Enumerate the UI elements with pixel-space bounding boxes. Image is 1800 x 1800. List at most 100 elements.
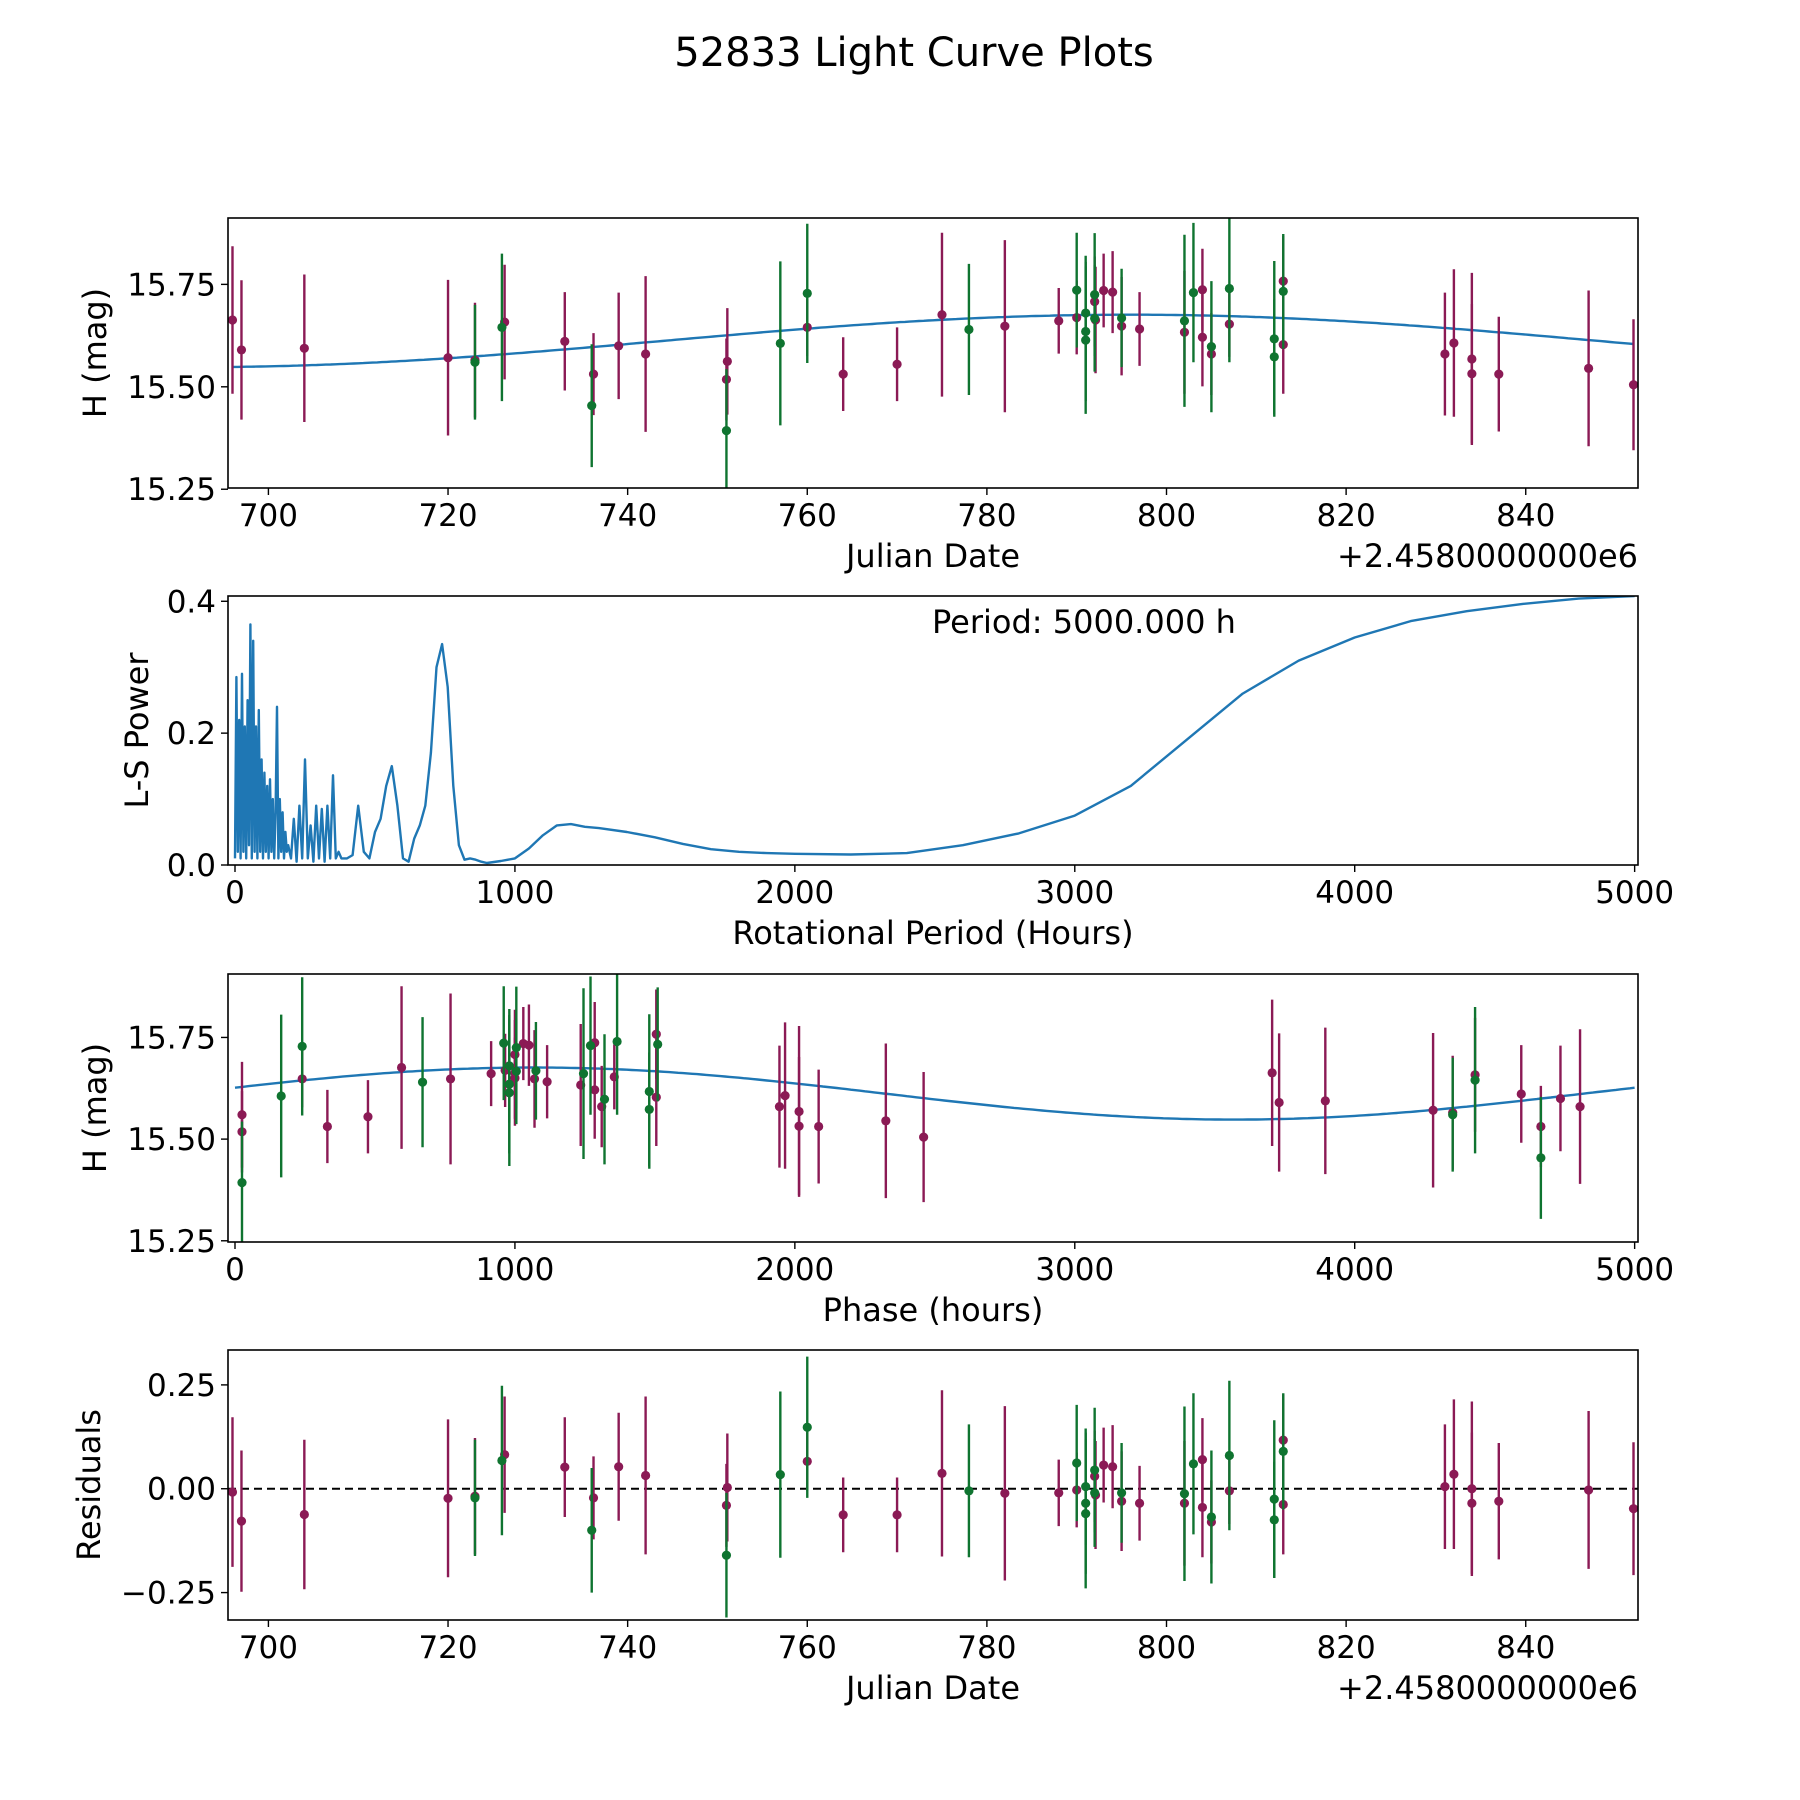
- data-point: [721, 426, 732, 436]
- x-axis-label: Julian Date: [844, 1669, 1020, 1707]
- fit-curve: [234, 1066, 1635, 1121]
- x-tick-label: 720: [418, 498, 477, 534]
- data-point: [1440, 1482, 1450, 1492]
- y-axis-label: Residuals: [70, 1409, 108, 1561]
- data-point: [641, 349, 651, 359]
- data-point: [1081, 1509, 1091, 1519]
- data-point: [612, 1036, 622, 1047]
- y-tick-label: 15.50: [127, 370, 216, 406]
- data-point: [1054, 1488, 1064, 1498]
- axes-frame: [227, 1349, 1639, 1621]
- data-point: [1108, 1462, 1118, 1472]
- data-point: [1000, 321, 1010, 331]
- x-tick-label: 1000: [475, 875, 554, 911]
- data-point: [1575, 1101, 1585, 1112]
- data-point: [322, 1121, 332, 1132]
- data-point: [1516, 1089, 1526, 1099]
- series-band_b: [470, 1356, 1288, 1618]
- data-point: [511, 1066, 521, 1076]
- data-point: [838, 369, 848, 379]
- data-point: [1108, 287, 1118, 297]
- x-tick-label: 700: [239, 498, 298, 534]
- data-point: [531, 1066, 541, 1076]
- data-point: [919, 1132, 929, 1142]
- x-tick-label: 720: [418, 1630, 477, 1666]
- data-point: [236, 345, 247, 355]
- data-point: [560, 336, 570, 346]
- data-point: [590, 1085, 600, 1095]
- data-point: [775, 1470, 785, 1480]
- data-point: [486, 1069, 496, 1079]
- x-axis-label: Rotational Period (Hours): [732, 914, 1133, 952]
- panel-residuals: 700 720 740 760 780 800 820 840 −0.25 0.00 0.25 Jul…: [70, 1349, 1639, 1707]
- series-band_a: [237, 986, 1585, 1203]
- y-tick-label: −0.25: [121, 1576, 216, 1612]
- data-point: [276, 1091, 286, 1101]
- data-point: [1449, 338, 1459, 348]
- data-point: [1628, 380, 1638, 390]
- x-tick-label: 800: [1137, 498, 1196, 534]
- data-point: [1116, 1488, 1127, 1498]
- data-point: [1072, 285, 1082, 295]
- data-point: [1224, 283, 1234, 294]
- x-tick-label: 4000: [1315, 1252, 1394, 1288]
- data-point: [1197, 332, 1208, 342]
- data-point: [587, 1525, 597, 1535]
- y-tick-label: 15.50: [127, 1122, 216, 1158]
- data-point: [1072, 1458, 1082, 1468]
- data-point: [1188, 287, 1199, 298]
- data-point: [964, 1486, 974, 1496]
- x-tick-label: 820: [1317, 1630, 1376, 1666]
- x-tick-label: 3000: [1035, 1252, 1114, 1288]
- data-point: [470, 1493, 480, 1503]
- data-point: [775, 338, 785, 348]
- data-point: [588, 1493, 599, 1503]
- fit-curve: [232, 313, 1634, 369]
- y-tick-label: 15.75: [127, 1020, 216, 1056]
- data-point: [1440, 349, 1450, 359]
- axes-frame: [227, 595, 1639, 866]
- data-point: [1494, 1496, 1504, 1506]
- y-tick-label: 0.4: [167, 584, 216, 620]
- data-point: [417, 1077, 428, 1087]
- plot-area: [228, 218, 1638, 488]
- data-point: [299, 343, 309, 353]
- x-axis-label: Julian Date: [844, 537, 1020, 575]
- data-point: [1206, 1512, 1217, 1522]
- data-point: [588, 369, 599, 379]
- plot-area: [233, 596, 1635, 865]
- data-point: [1555, 1093, 1566, 1104]
- x-tick-label: 0: [225, 1252, 245, 1288]
- x-tick-label: 1000: [475, 1252, 554, 1288]
- x-tick-label: 760: [778, 1630, 837, 1666]
- data-point: [1090, 313, 1100, 323]
- data-point: [1116, 313, 1127, 323]
- y-tick-label: 0.00: [147, 1472, 216, 1508]
- period-annotation: Period: 5000.000 h: [932, 603, 1236, 641]
- data-point: [237, 1178, 247, 1188]
- data-point: [1628, 1504, 1638, 1514]
- panel-periodogram: 0 1000 2000 3000 4000 5000 0.0 0.2 0.4 Rotational…: [118, 584, 1674, 952]
- data-point: [937, 1468, 947, 1478]
- data-point: [529, 1074, 540, 1084]
- panel-lightcurve: 700 720 740 760 780 800 820 840 15.25 15.50 15.75 J…: [76, 217, 1639, 575]
- data-point: [524, 1040, 534, 1050]
- data-point: [802, 1422, 812, 1432]
- x-tick-label: 780: [957, 1630, 1016, 1666]
- data-point: [599, 1094, 610, 1104]
- plot-area: [228, 1356, 1638, 1618]
- data-point: [497, 1455, 507, 1466]
- data-point: [443, 353, 453, 363]
- data-point: [1467, 369, 1477, 379]
- x-tick-label: 2000: [755, 1252, 834, 1288]
- data-point: [651, 1029, 661, 1039]
- x-offset-label: +2.4580000000e6: [1337, 537, 1638, 575]
- plot-area: [234, 974, 1635, 1242]
- data-point: [1428, 1105, 1438, 1115]
- x-offset-label: +2.4580000000e6: [1337, 1669, 1638, 1707]
- data-point: [470, 357, 480, 367]
- data-point: [1179, 1489, 1190, 1499]
- data-point: [299, 1509, 309, 1520]
- data-point: [585, 1040, 596, 1051]
- data-point: [614, 1462, 624, 1472]
